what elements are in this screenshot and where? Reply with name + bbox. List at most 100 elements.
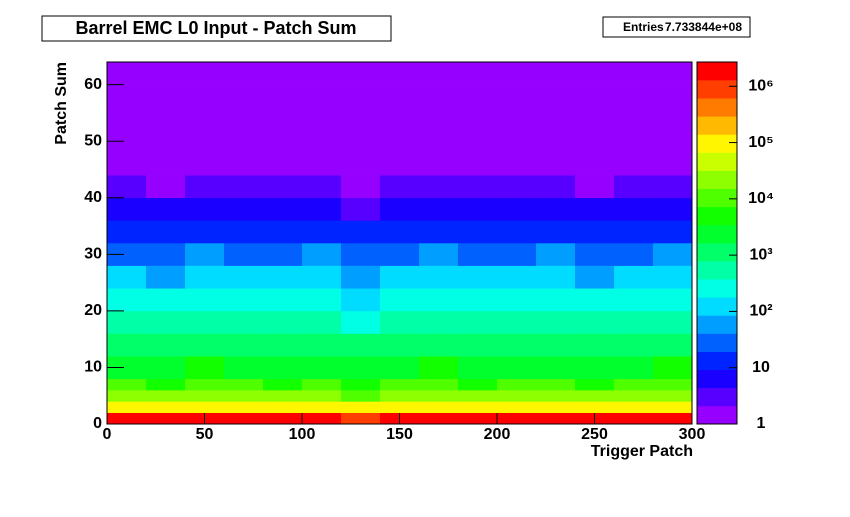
- heat-cell: [536, 62, 576, 85]
- heat-cell: [536, 378, 576, 391]
- heat-cell: [497, 288, 537, 312]
- heat-cell: [614, 310, 654, 334]
- heat-cell: [263, 107, 303, 131]
- heat-cell: [536, 288, 576, 312]
- heat-cell: [146, 84, 186, 108]
- heat-cell: [614, 84, 654, 108]
- heat-cell: [263, 265, 303, 289]
- heat-cell: [653, 412, 693, 425]
- heat-cell: [146, 401, 186, 413]
- heat-cell: [146, 107, 186, 131]
- heat-cell: [224, 401, 264, 413]
- heat-cell: [575, 401, 615, 413]
- colorbar-step: [697, 369, 737, 389]
- heat-cell: [419, 152, 459, 176]
- y-tick-label: 50: [84, 132, 102, 149]
- heat-cell: [536, 197, 576, 221]
- heat-cell: [653, 288, 693, 312]
- heat-cell: [380, 401, 420, 413]
- heat-cell: [341, 390, 381, 402]
- heat-cell: [146, 175, 186, 199]
- heat-cell: [419, 197, 459, 221]
- heat-cell: [263, 378, 303, 391]
- colorbar-step: [697, 405, 737, 425]
- heat-cell: [575, 152, 615, 176]
- heat-cell: [419, 265, 459, 289]
- heat-cell: [224, 390, 264, 402]
- heat-cell: [536, 412, 576, 425]
- heat-cell: [575, 356, 615, 380]
- heat-cell: [107, 220, 147, 244]
- heat-cell: [614, 62, 654, 85]
- heat-cell: [107, 390, 147, 402]
- heat-cell: [458, 288, 498, 312]
- heat-cell: [458, 220, 498, 244]
- z-tick-label: 10⁶: [748, 77, 773, 94]
- heat-cell: [302, 333, 342, 357]
- heat-cell: [107, 129, 147, 153]
- heat-cell: [185, 378, 225, 391]
- heat-cell: [653, 265, 693, 289]
- heat-cell: [302, 243, 342, 266]
- heat-cell: [653, 152, 693, 176]
- heat-cell: [575, 378, 615, 391]
- colorbar-step: [697, 261, 737, 280]
- heat-cell: [419, 333, 459, 357]
- heat-cell: [302, 390, 342, 402]
- heat-cell: [224, 333, 264, 357]
- heat-cell: [575, 288, 615, 312]
- heat-cell: [536, 175, 576, 199]
- heat-cell: [536, 107, 576, 131]
- heat-cell: [224, 243, 264, 266]
- y-tick-label: 10: [84, 359, 102, 376]
- y-tick-label: 20: [84, 302, 102, 319]
- heat-cell: [653, 62, 693, 85]
- heat-cell: [224, 175, 264, 199]
- colorbar-step: [697, 297, 737, 316]
- heat-cell: [302, 401, 342, 413]
- heat-cell: [263, 401, 303, 413]
- heat-cell: [224, 378, 264, 391]
- heat-cell: [419, 129, 459, 153]
- colorbar-step: [697, 134, 737, 153]
- heat-cell: [146, 333, 186, 357]
- heat-cell: [224, 356, 264, 380]
- heat-cell: [107, 84, 147, 108]
- heat-cell: [458, 84, 498, 108]
- heat-cell: [341, 107, 381, 131]
- heat-cell: [458, 390, 498, 402]
- heat-cell: [185, 265, 225, 289]
- heat-cell: [302, 378, 342, 391]
- heat-cell: [263, 84, 303, 108]
- heat-cell: [341, 378, 381, 391]
- heat-cell: [614, 152, 654, 176]
- heat-cell: [497, 356, 537, 380]
- heat-cell: [536, 356, 576, 380]
- heat-cell: [185, 401, 225, 413]
- heat-cell: [419, 310, 459, 334]
- heat-cell: [146, 243, 186, 266]
- heat-cell: [614, 378, 654, 391]
- heat-cell: [341, 129, 381, 153]
- heat-cell: [146, 378, 186, 391]
- heat-cell: [614, 220, 654, 244]
- heat-cell: [380, 378, 420, 391]
- heat-cell: [224, 310, 264, 334]
- heat-cell: [575, 129, 615, 153]
- heat-cell: [419, 243, 459, 266]
- heat-cell: [263, 129, 303, 153]
- heat-cell: [536, 333, 576, 357]
- heat-cell: [224, 220, 264, 244]
- heat-cell: [341, 62, 381, 85]
- heat-cell: [536, 390, 576, 402]
- heat-cell: [341, 333, 381, 357]
- x-axis-title: Trigger Patch: [591, 443, 693, 460]
- colorbar-step: [697, 62, 737, 81]
- x-tick-label: 250: [581, 426, 608, 443]
- heat-cell: [536, 152, 576, 176]
- heat-cell: [653, 333, 693, 357]
- heat-cell: [536, 401, 576, 413]
- heat-cell: [224, 62, 264, 85]
- heat-cell: [380, 390, 420, 402]
